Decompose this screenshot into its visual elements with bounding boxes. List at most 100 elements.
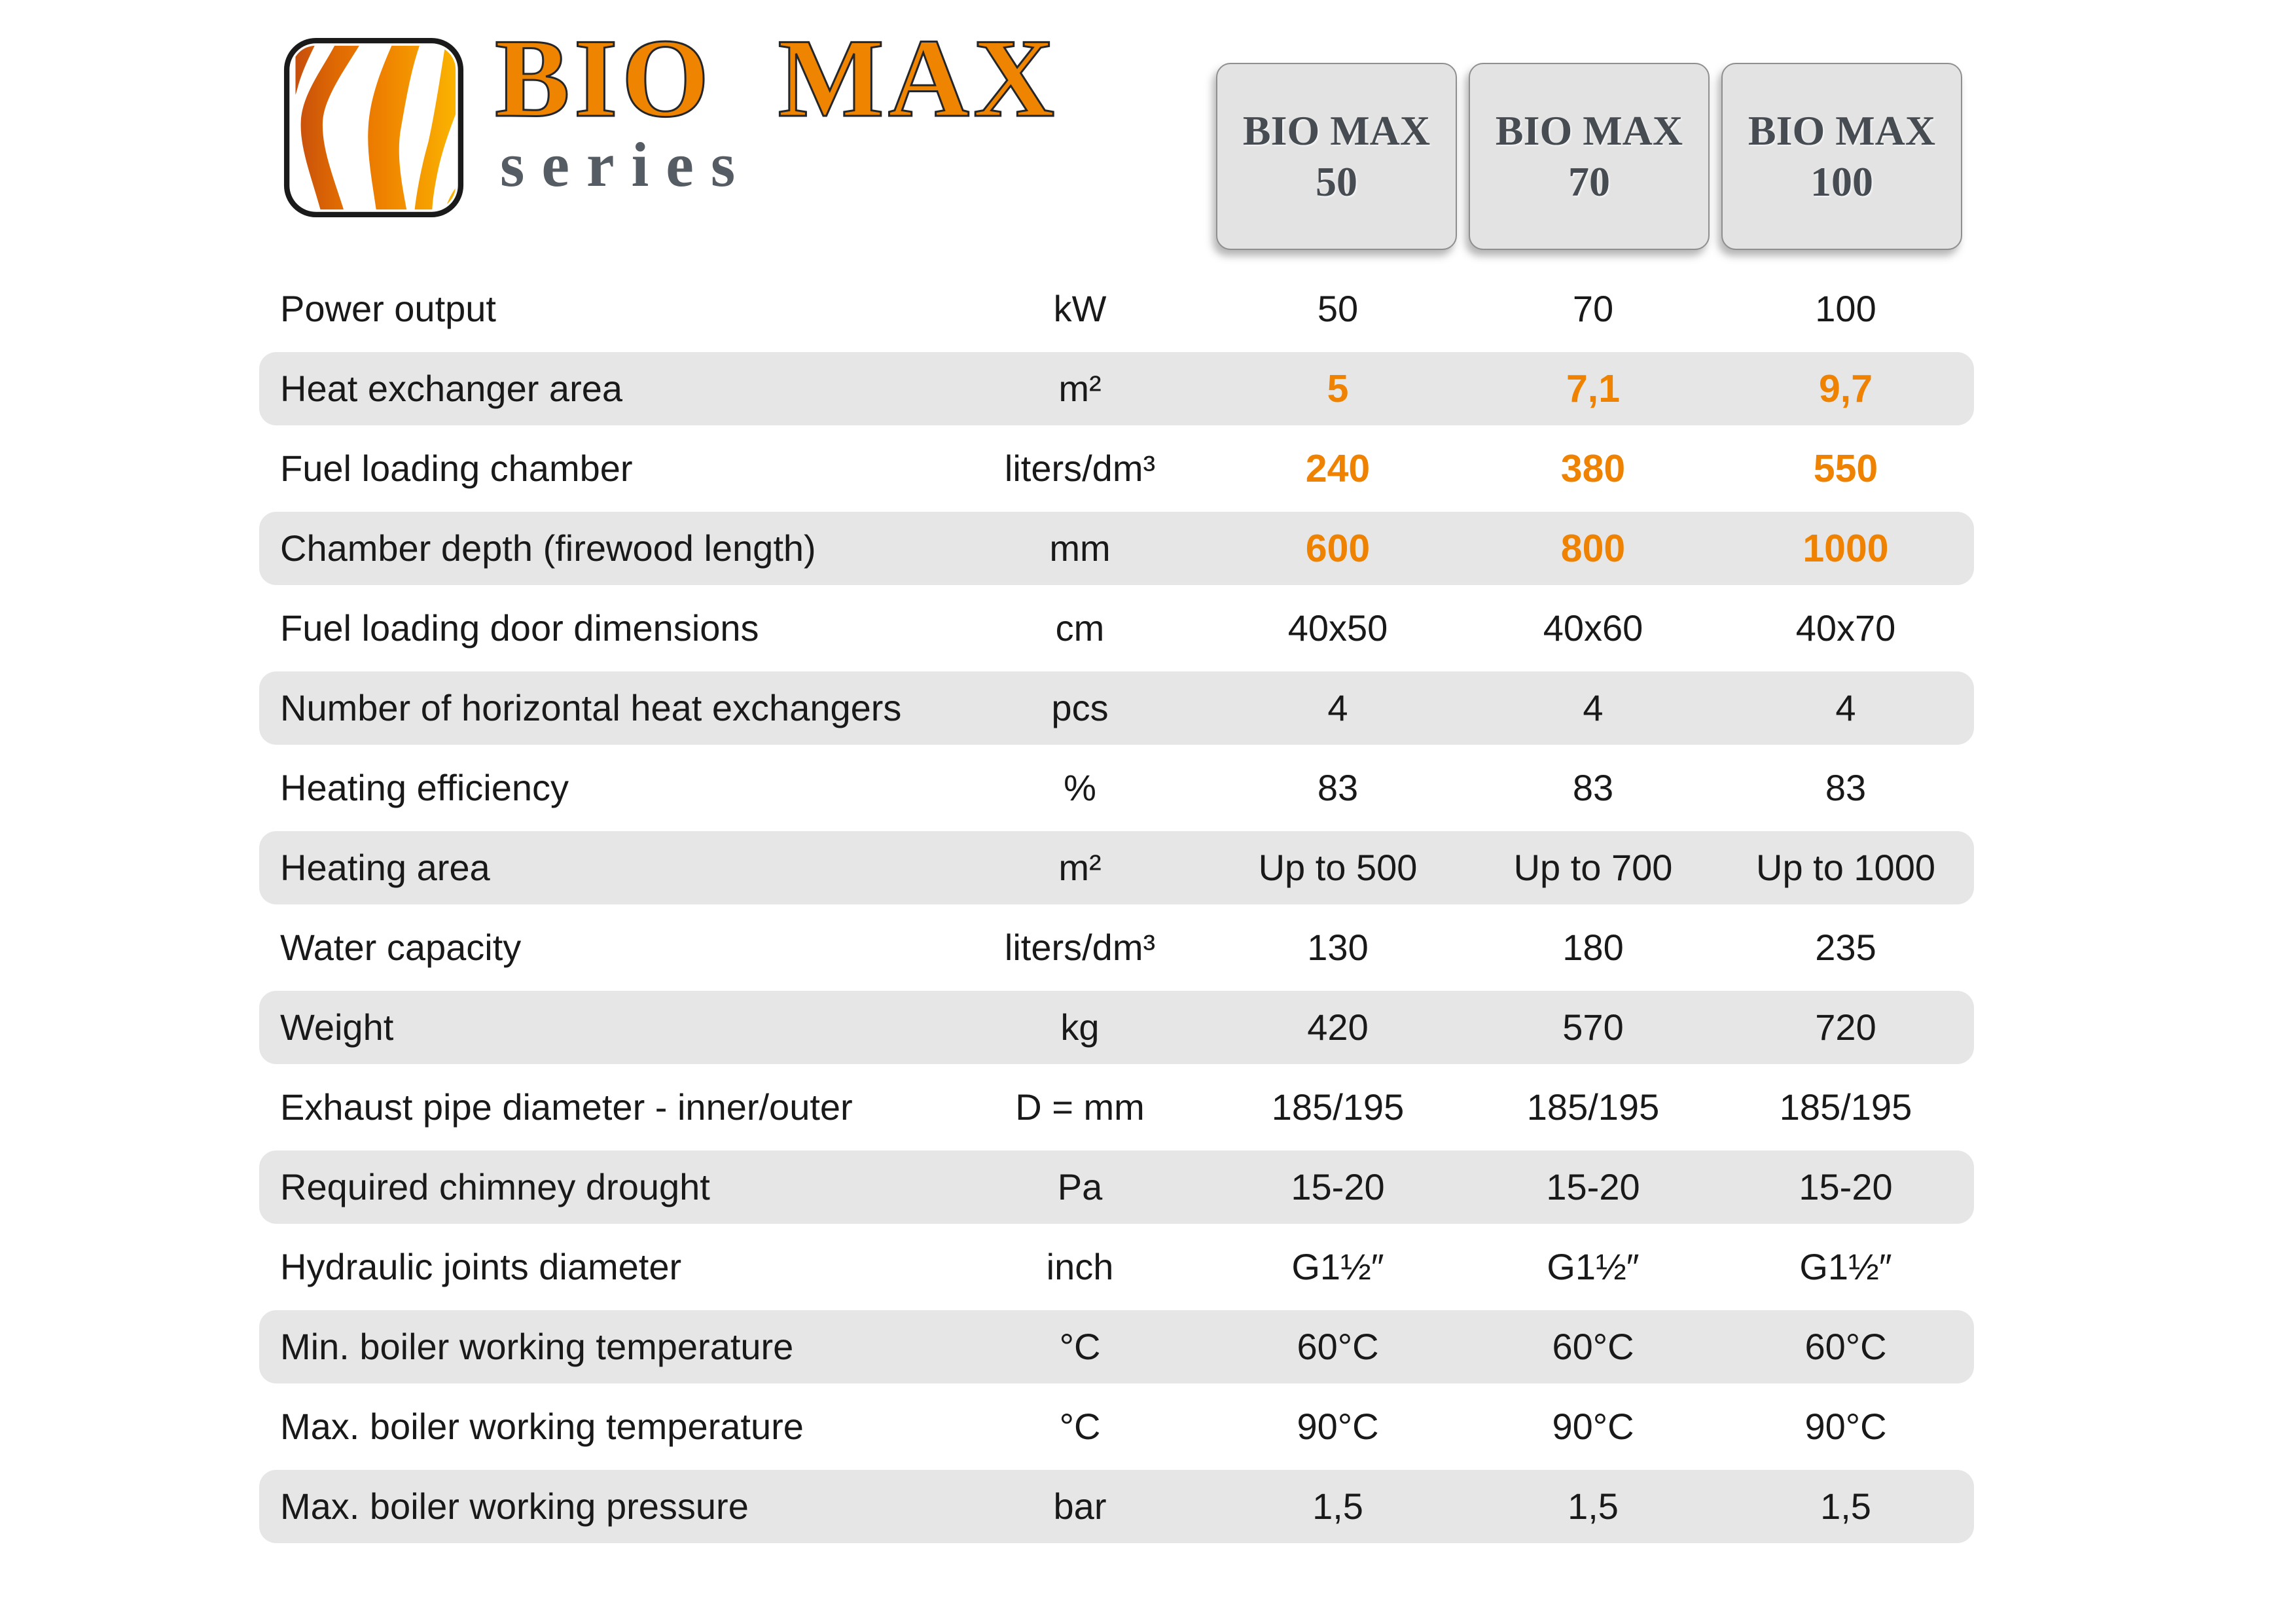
- row-value: 83: [1572, 767, 1614, 808]
- row-value: 60°C: [1297, 1326, 1379, 1367]
- row-value: 550: [1813, 446, 1878, 490]
- model-series: BIO MAX: [1242, 107, 1431, 154]
- row-value: 90°C: [1552, 1406, 1634, 1447]
- row-unit: kg: [1060, 1007, 1100, 1048]
- row-unit: Pa: [1057, 1166, 1103, 1207]
- row-number-of-heat-exchangers: Number of horizontal heat exchangers pcs…: [259, 671, 1974, 745]
- row-label: Water capacity: [280, 927, 522, 968]
- row-chamber-depth: Chamber depth (firewood length) mm 600 8…: [259, 512, 1974, 585]
- row-heat-exchanger-area: Heat exchanger area m² 5 7,1 9,7: [259, 352, 1974, 425]
- row-value: 50: [1317, 288, 1359, 329]
- row-water-capacity: Water capacity liters/dm³ 130 180 235: [259, 911, 1974, 984]
- row-value: 4: [1327, 687, 1348, 728]
- row-value: 420: [1307, 1007, 1369, 1048]
- column-header-biomax-70: BIO MAX 70: [1469, 63, 1710, 250]
- flame-stripes-icon: [283, 37, 464, 218]
- row-value: 600: [1305, 526, 1371, 570]
- row-unit: inch: [1046, 1246, 1114, 1287]
- row-unit: %: [1064, 767, 1096, 808]
- row-label: Chamber depth (firewood length): [280, 527, 816, 569]
- row-unit: bar: [1053, 1486, 1107, 1527]
- row-value: 40x60: [1543, 607, 1643, 649]
- row-value: 185/195: [1526, 1086, 1660, 1128]
- row-label: Number of horizontal heat exchangers: [280, 687, 902, 728]
- row-value: 570: [1562, 1007, 1624, 1048]
- row-power-output: Power output kW 50 70 100: [259, 272, 1974, 346]
- row-value: 40x50: [1287, 607, 1388, 649]
- row-value: 380: [1560, 446, 1626, 490]
- row-unit: mm: [1049, 527, 1111, 569]
- row-label: Power output: [280, 288, 496, 329]
- row-unit: liters/dm³: [1004, 927, 1156, 968]
- row-required-chimney-drought: Required chimney drought Pa 15-20 15-20 …: [259, 1150, 1974, 1224]
- row-label: Heating area: [280, 847, 490, 888]
- row-value: G1½″: [1799, 1246, 1892, 1287]
- row-max-boiler-working-temperature: Max. boiler working temperature °C 90°C …: [259, 1390, 1974, 1463]
- row-value: 83: [1317, 767, 1359, 808]
- brand-title: BIO MAX: [493, 16, 1059, 141]
- column-header-biomax-100: BIO MAX 100: [1721, 63, 1962, 250]
- row-value: 90°C: [1297, 1406, 1379, 1447]
- row-unit: °C: [1059, 1406, 1101, 1447]
- row-value: 185/195: [1271, 1086, 1405, 1128]
- row-label: Heat exchanger area: [280, 368, 623, 409]
- row-value: 60°C: [1552, 1326, 1634, 1367]
- model-series: BIO MAX: [1495, 107, 1683, 154]
- row-value: 15-20: [1291, 1166, 1385, 1207]
- row-value: 240: [1305, 446, 1371, 490]
- row-value: 4: [1583, 687, 1604, 728]
- row-value: 70: [1572, 288, 1614, 329]
- row-value: 60°C: [1804, 1326, 1887, 1367]
- column-header-biomax-50: BIO MAX 50: [1216, 63, 1457, 250]
- row-min-boiler-working-temperature: Min. boiler working temperature °C 60°C …: [259, 1310, 1974, 1383]
- row-hydraulic-joints-diameter: Hydraulic joints diameter inch G1½″ G1½″…: [259, 1230, 1974, 1304]
- row-value: Up to 700: [1513, 847, 1673, 888]
- row-value: 15-20: [1799, 1166, 1893, 1207]
- row-label: Hydraulic joints diameter: [280, 1246, 682, 1287]
- row-unit: m²: [1058, 847, 1102, 888]
- spec-table: Power output kW 50 70 100 Heat exchanger…: [259, 272, 1974, 1543]
- model-size: 100: [1810, 158, 1873, 205]
- row-value: 235: [1815, 927, 1876, 968]
- row-value: 1,5: [1312, 1486, 1363, 1527]
- row-label: Fuel loading door dimensions: [280, 607, 759, 649]
- row-value: 9,7: [1818, 366, 1873, 410]
- row-unit: cm: [1055, 607, 1105, 649]
- row-value: 40x70: [1795, 607, 1896, 649]
- row-heating-area: Heating area m² Up to 500 Up to 700 Up t…: [259, 831, 1974, 904]
- row-unit: m²: [1058, 368, 1102, 409]
- brand-logo: [283, 37, 465, 219]
- row-value: G1½″: [1291, 1246, 1384, 1287]
- row-value: 1000: [1803, 526, 1889, 570]
- row-fuel-loading-chamber: Fuel loading chamber liters/dm³ 240 380 …: [259, 432, 1974, 505]
- row-value: Up to 1000: [1756, 847, 1935, 888]
- model-series: BIO MAX: [1748, 107, 1936, 154]
- row-unit: °C: [1059, 1326, 1101, 1367]
- row-value: G1½″: [1547, 1246, 1640, 1287]
- row-label: Max. boiler working pressure: [280, 1486, 749, 1527]
- row-value: 185/195: [1779, 1086, 1912, 1128]
- row-label: Exhaust pipe diameter - inner/outer: [280, 1086, 853, 1128]
- row-value: 100: [1815, 288, 1876, 329]
- row-value: 7,1: [1566, 366, 1621, 410]
- model-size: 50: [1316, 158, 1357, 205]
- row-exhaust-pipe-diameter: Exhaust pipe diameter - inner/outer D = …: [259, 1071, 1974, 1144]
- row-value: 180: [1562, 927, 1624, 968]
- row-unit: D = mm: [1015, 1086, 1145, 1128]
- row-label: Min. boiler working temperature: [280, 1326, 794, 1367]
- row-heating-efficiency: Heating efficiency % 83 83 83: [259, 751, 1974, 825]
- row-value: 800: [1560, 526, 1626, 570]
- row-value: 15-20: [1546, 1166, 1640, 1207]
- row-value: 130: [1307, 927, 1369, 968]
- brand-subtitle: series: [500, 130, 753, 200]
- row-value: 5: [1327, 366, 1349, 410]
- row-value: 83: [1825, 767, 1867, 808]
- row-label: Max. boiler working temperature: [280, 1406, 804, 1447]
- row-value: 1,5: [1820, 1486, 1871, 1527]
- row-max-boiler-working-pressure: Max. boiler working pressure bar 1,5 1,5…: [259, 1470, 1974, 1543]
- row-unit: pcs: [1051, 687, 1109, 728]
- row-fuel-loading-door-dimensions: Fuel loading door dimensions cm 40x50 40…: [259, 592, 1974, 665]
- row-value: 1,5: [1568, 1486, 1619, 1527]
- model-size: 70: [1568, 158, 1610, 205]
